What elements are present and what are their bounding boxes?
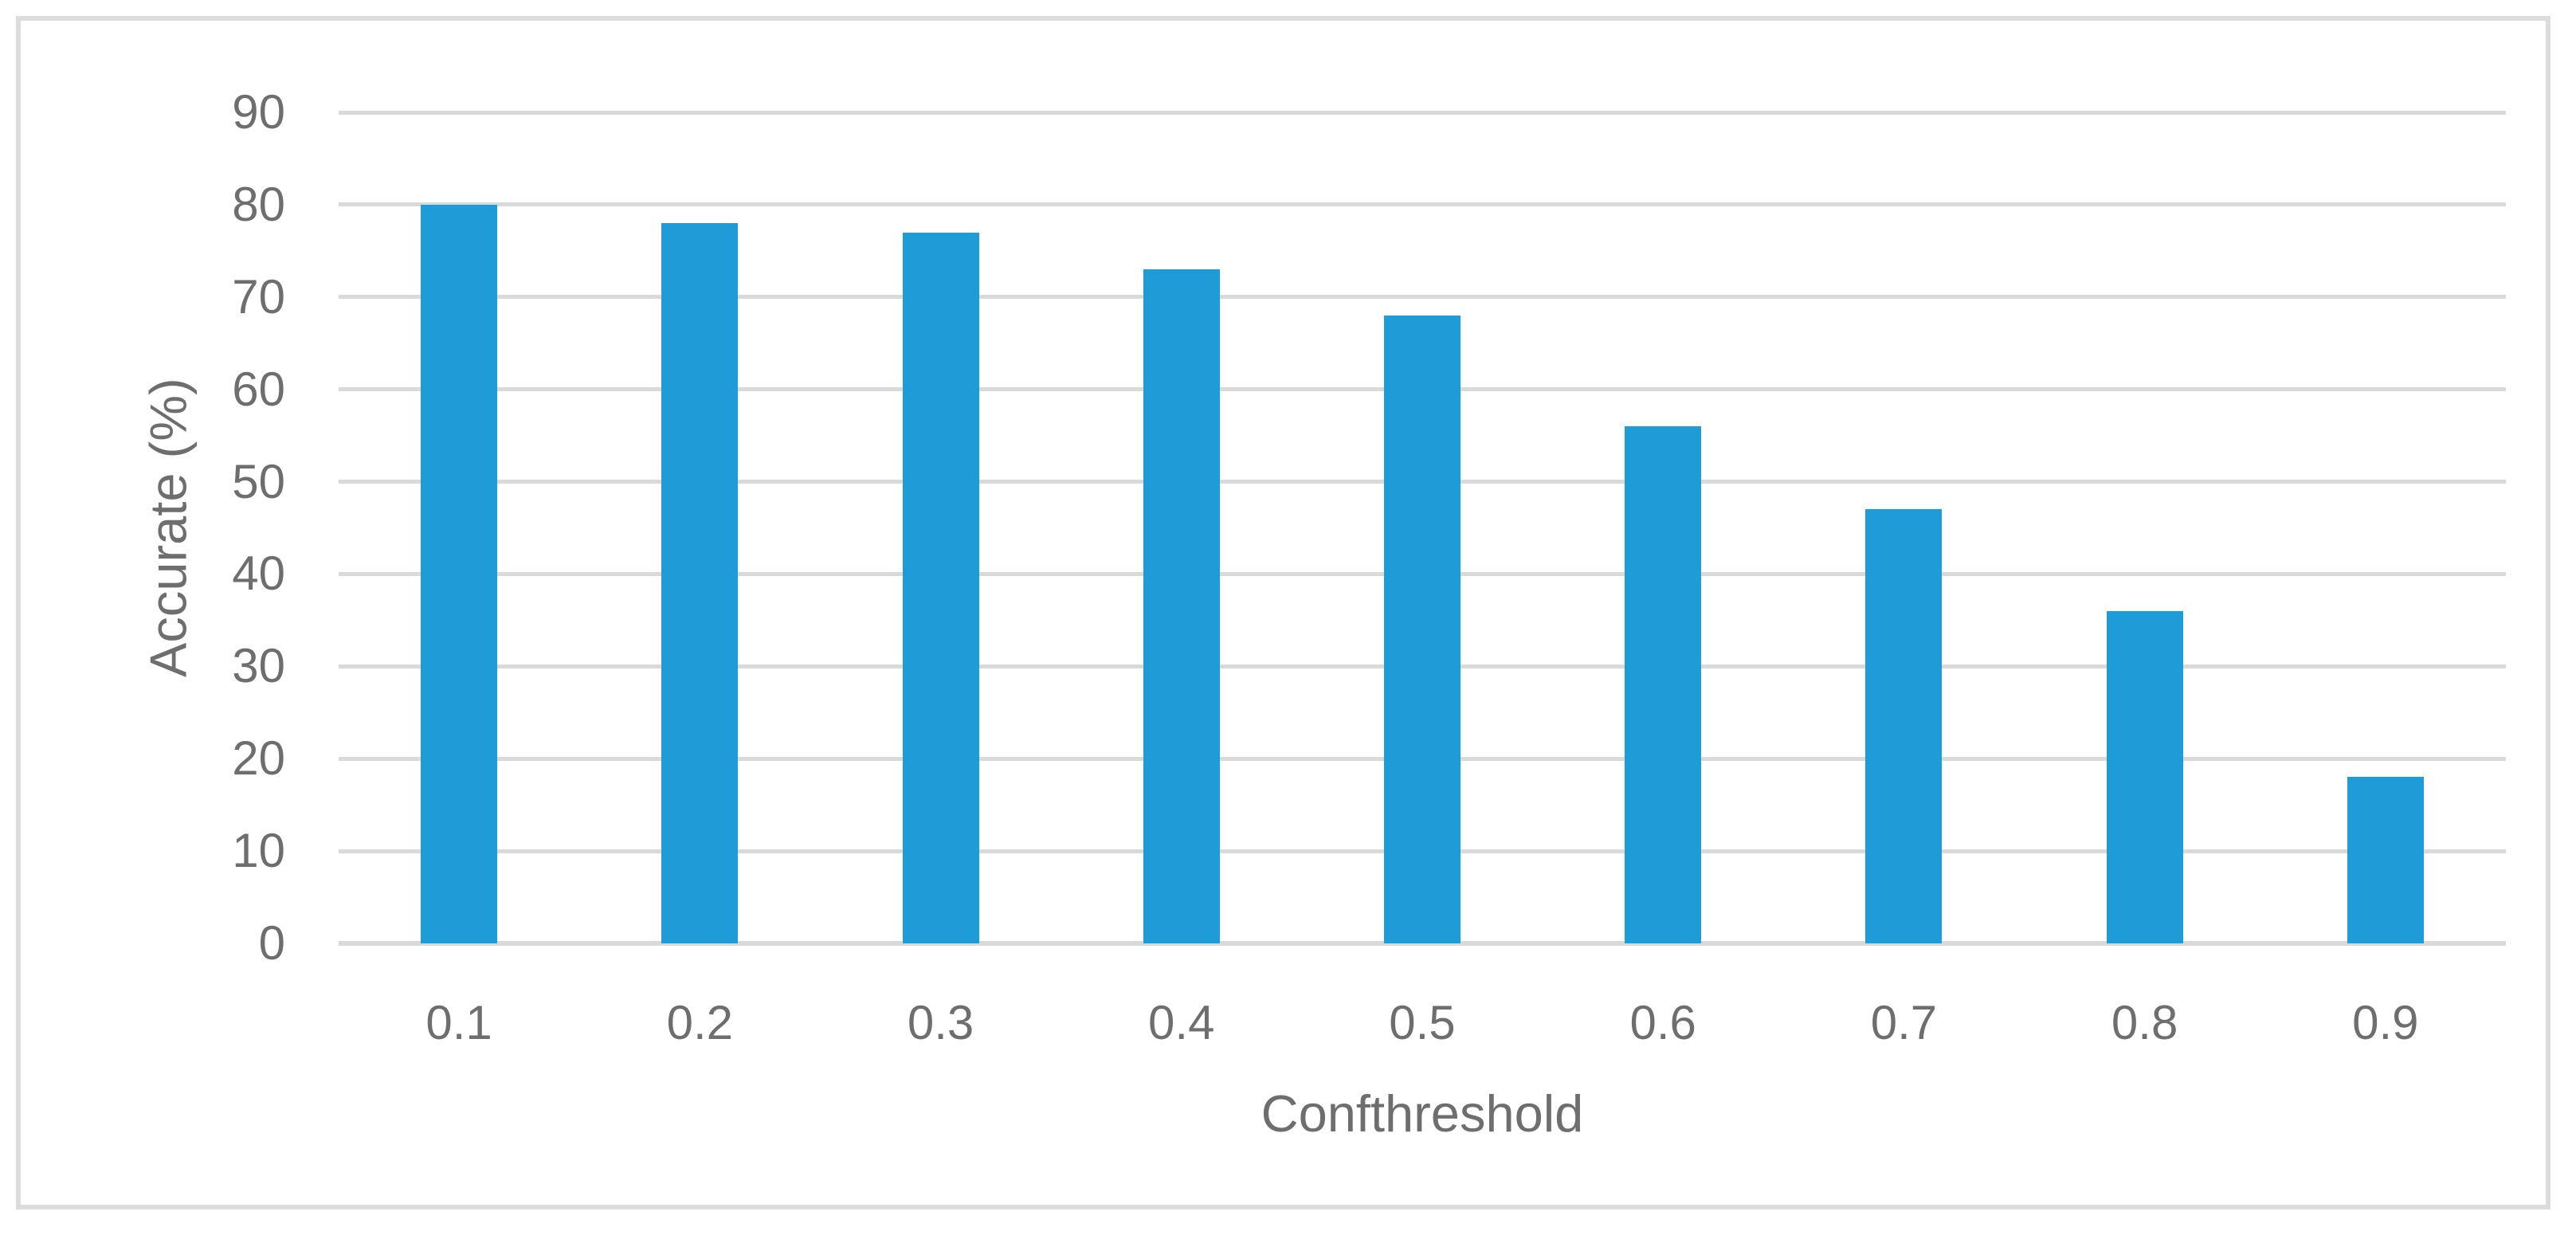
bar-slot xyxy=(2265,112,2506,943)
x-tick-label: 0.9 xyxy=(2352,996,2419,1049)
x-tick-label: 0.1 xyxy=(425,996,492,1049)
x-tick-label: 0.4 xyxy=(1148,996,1215,1049)
bar xyxy=(1865,509,1943,943)
x-tick-label: 0.5 xyxy=(1389,996,1456,1049)
y-tick-labels: 0 10 20 30 40 50 60 70 80 90 xyxy=(21,85,285,970)
bar xyxy=(661,223,739,943)
bar-slot xyxy=(339,112,579,943)
y-tick-label: 20 xyxy=(232,731,285,786)
bar-slot xyxy=(1302,112,1543,943)
plot-area xyxy=(339,110,2506,946)
bar-slot xyxy=(1543,112,1783,943)
x-tick-label: 0.8 xyxy=(2111,996,2178,1049)
x-tick-labels: 0.1 0.2 0.3 0.4 0.5 0.6 0.7 0.8 0.9 xyxy=(339,994,2506,1058)
bar xyxy=(1383,315,1461,943)
x-tick-label: 0.7 xyxy=(1870,996,1938,1049)
gridline xyxy=(339,202,2506,207)
y-tick-label: 0 xyxy=(258,916,285,970)
bar-slot xyxy=(1783,112,2024,943)
bars xyxy=(339,112,2506,943)
x-axis-title: Confthreshold xyxy=(1261,1084,1584,1143)
x-axis-line xyxy=(339,941,2506,946)
bar-slot xyxy=(1061,112,1302,943)
y-tick-label: 90 xyxy=(232,85,285,139)
bar xyxy=(1143,269,1220,943)
bar xyxy=(2106,610,2183,943)
y-tick-label: 60 xyxy=(232,362,285,416)
bar-slot xyxy=(579,112,820,943)
bar-slot xyxy=(2025,112,2265,943)
y-tick-label: 50 xyxy=(232,454,285,508)
y-tick-label: 80 xyxy=(232,177,285,231)
y-tick-label: 10 xyxy=(232,824,285,878)
gridline xyxy=(339,295,2506,300)
x-tick-label: 0.2 xyxy=(666,996,734,1049)
bar xyxy=(1625,426,1702,943)
bar-slot xyxy=(820,112,1061,943)
x-tick-label: 0.3 xyxy=(907,996,974,1049)
gridline xyxy=(339,110,2506,115)
y-tick-label: 40 xyxy=(232,547,285,601)
y-tick-label: 30 xyxy=(232,639,285,693)
bar xyxy=(902,232,979,943)
figure-border: Accurate (%) 0 10 20 30 40 50 60 70 80 90 0.1 0.2 0… xyxy=(16,16,2551,1210)
bar xyxy=(421,204,498,943)
bar xyxy=(2347,777,2424,943)
x-tick-label: 0.6 xyxy=(1629,996,1696,1049)
y-tick-label: 70 xyxy=(232,269,285,323)
